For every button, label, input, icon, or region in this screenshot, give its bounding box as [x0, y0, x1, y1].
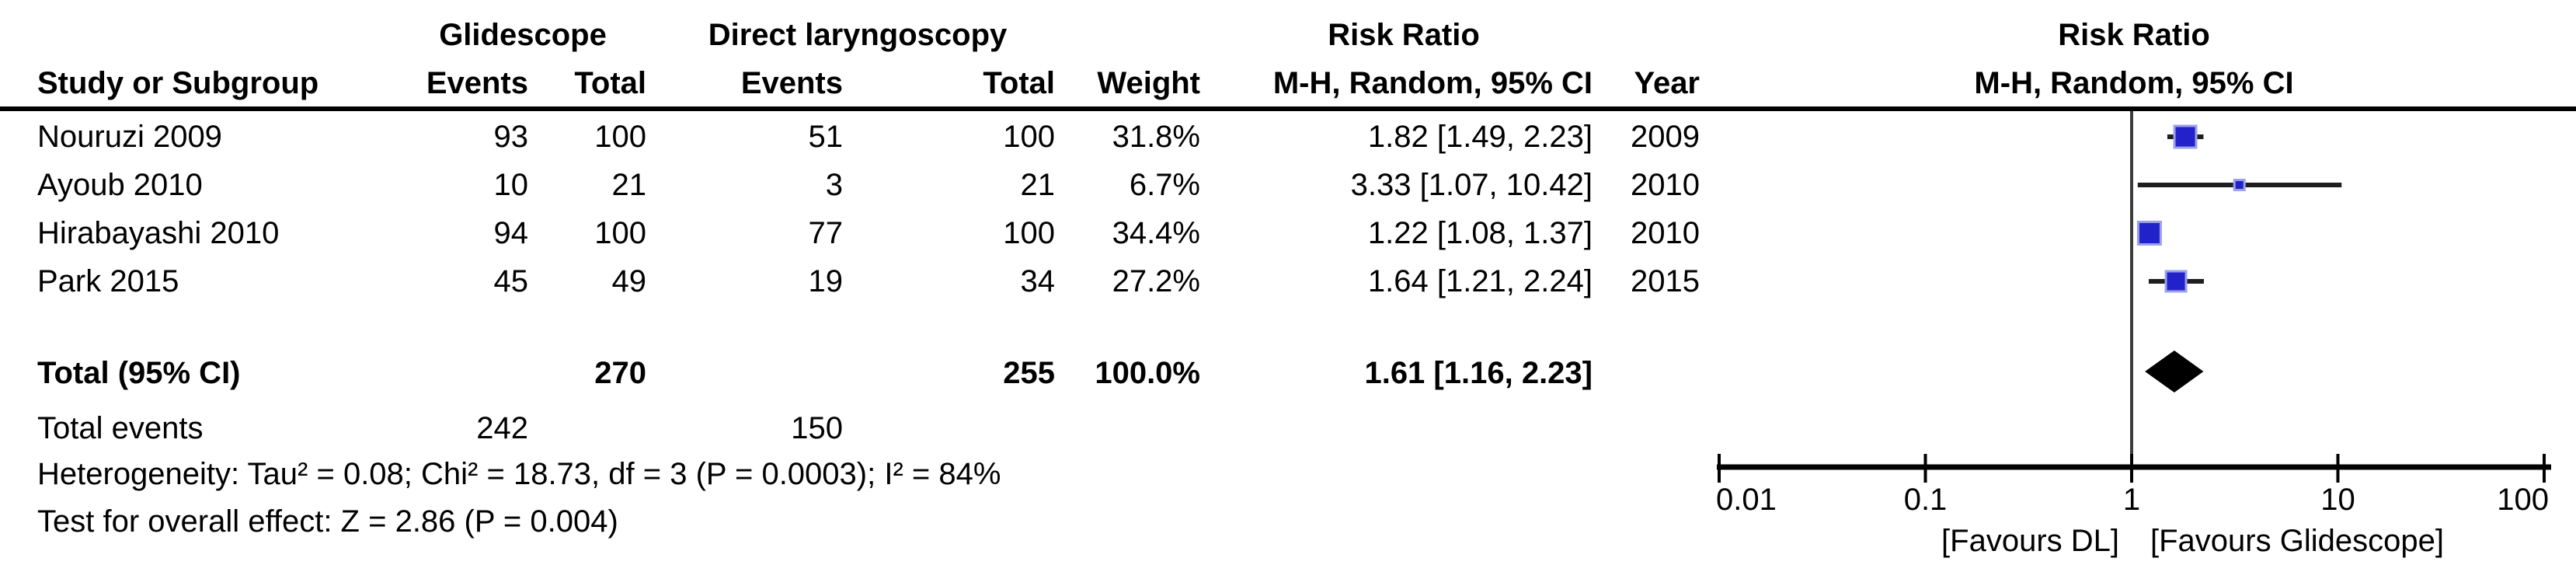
glidescope-events: 94 — [493, 216, 529, 250]
col-header-g-total: Total — [574, 66, 646, 100]
year-value: 2015 — [1631, 264, 1700, 298]
glidescope-events: 10 — [493, 168, 529, 202]
group1-header: Glidescope — [439, 18, 607, 52]
effect-estimate-square — [2173, 124, 2198, 149]
axis-tick-label: 0.01 — [1716, 483, 1777, 517]
year-value: 2010 — [1631, 216, 1700, 250]
total-events-g-value: 242 — [476, 411, 528, 445]
laryngoscopy-total: 100 — [1003, 120, 1055, 154]
axis-tick-label: 10 — [2320, 483, 2355, 517]
weight-value: 34.4% — [1112, 216, 1200, 250]
study-name: Nouruzi 2009 — [37, 120, 222, 154]
total-weight: 100.0% — [1095, 356, 1200, 390]
study-name: Ayoub 2010 — [37, 168, 203, 202]
total-row-label: Total (95% CI) — [37, 356, 241, 390]
axis-tick-label: 1 — [2122, 483, 2141, 517]
col-header-weight: Weight — [1097, 66, 1200, 100]
favours-right-label: [Favours Glidescope] — [2150, 524, 2444, 558]
effect-estimate-square — [2136, 221, 2162, 246]
group2-header: Direct laryngoscopy — [708, 18, 1008, 52]
plot-subtitle: M-H, Random, 95% CI — [1974, 66, 2294, 100]
header-separator-line — [0, 106, 2576, 111]
weight-value: 6.7% — [1129, 168, 1200, 202]
total-events-d-value: 150 — [791, 411, 843, 445]
total-g-total: 270 — [594, 356, 646, 390]
col-header-g-events: Events — [426, 66, 528, 100]
risk-ratio-ci-value: 1.22 [1.08, 1.37] — [1367, 216, 1593, 250]
laryngoscopy-events: 3 — [825, 168, 843, 202]
glidescope-total: 100 — [594, 216, 646, 250]
effect-column-title: Risk Ratio — [1328, 18, 1480, 52]
axis-tick-label: 0.1 — [1903, 483, 1948, 517]
study-name: Park 2015 — [37, 264, 179, 298]
total-d-total: 255 — [1003, 356, 1055, 390]
summary-diamond — [2145, 351, 2204, 392]
total-events-label: Total events — [37, 411, 204, 445]
weight-value: 27.2% — [1112, 264, 1200, 298]
effect-estimate-square — [2233, 179, 2246, 191]
plot-title: Risk Ratio — [2058, 18, 2210, 52]
glidescope-total: 49 — [611, 264, 647, 298]
laryngoscopy-events: 51 — [808, 120, 844, 154]
glidescope-total: 21 — [611, 168, 647, 202]
col-header-study: Study or Subgroup — [37, 66, 319, 100]
col-header-d-events: Events — [740, 66, 843, 100]
col-header-effect: M-H, Random, 95% CI — [1272, 66, 1593, 100]
overall-effect-test: Test for overall effect: Z = 2.86 (P = 0… — [37, 504, 618, 539]
weight-value: 31.8% — [1112, 120, 1200, 154]
col-header-year: Year — [1634, 66, 1700, 100]
laryngoscopy-total: 100 — [1003, 216, 1055, 250]
glidescope-events: 93 — [493, 120, 529, 154]
laryngoscopy-events: 77 — [808, 216, 844, 250]
glidescope-events: 45 — [493, 264, 529, 298]
laryngoscopy-events: 19 — [808, 264, 844, 298]
col-header-d-total: Total — [983, 66, 1055, 100]
total-effect-text: 1.61 [1.16, 2.23] — [1364, 356, 1593, 390]
risk-ratio-ci-value: 3.33 [1.07, 10.42] — [1350, 168, 1593, 202]
risk-ratio-ci-value: 1.64 [1.21, 2.24] — [1367, 264, 1593, 298]
favours-left-label: [Favours DL] — [1941, 524, 2119, 558]
study-name: Hirabayashi 2010 — [37, 216, 280, 250]
year-value: 2010 — [1631, 168, 1700, 202]
year-value: 2009 — [1631, 120, 1700, 154]
effect-estimate-square — [2164, 270, 2188, 293]
axis-tick-label: 100 — [2497, 483, 2549, 517]
glidescope-total: 100 — [594, 120, 646, 154]
laryngoscopy-total: 34 — [1020, 264, 1056, 298]
risk-ratio-ci-value: 1.82 [1.49, 2.23] — [1367, 120, 1593, 154]
laryngoscopy-total: 21 — [1020, 168, 1056, 202]
heterogeneity-stats: Heterogeneity: Tau² = 0.08; Chi² = 18.73… — [37, 457, 1001, 491]
